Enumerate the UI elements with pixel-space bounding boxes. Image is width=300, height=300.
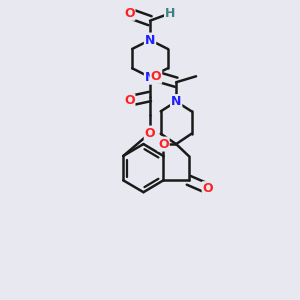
Text: O: O (158, 138, 169, 151)
Text: N: N (145, 34, 155, 46)
Text: O: O (151, 70, 161, 83)
Text: O: O (124, 7, 134, 20)
Text: N: N (171, 95, 181, 108)
Text: O: O (202, 182, 213, 195)
Text: O: O (145, 127, 155, 140)
Text: O: O (124, 94, 134, 107)
Text: H: H (165, 7, 175, 20)
Text: N: N (145, 71, 155, 84)
